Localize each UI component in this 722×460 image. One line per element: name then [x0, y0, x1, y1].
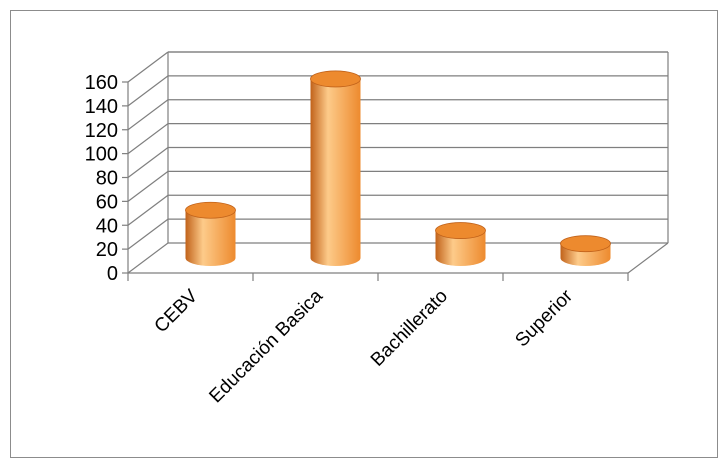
gridlines	[127, 51, 668, 274]
bar-body	[185, 210, 236, 266]
gridline-side	[127, 194, 169, 226]
floor-right-edge	[627, 242, 669, 274]
gridline-side	[127, 242, 169, 274]
gridline-side	[127, 99, 169, 131]
bar-top	[310, 70, 361, 88]
gridline-side	[127, 123, 169, 155]
category-label: CEBV	[151, 285, 203, 337]
bar	[435, 222, 486, 266]
bar-top	[185, 201, 236, 219]
chart-frame: 0 20 40 60 80 100 120 140 160 CEBV Educación Basi…	[10, 10, 718, 458]
bar	[310, 70, 361, 266]
y-tick-label: 60	[96, 191, 118, 213]
gridline-side	[127, 170, 169, 202]
category-label: Superior	[511, 285, 577, 351]
y-tick-label: 80	[96, 168, 118, 190]
y-tick-label: 160	[85, 72, 118, 94]
gridline-side	[127, 218, 169, 250]
x-axis-labels: CEBV Educación Basica Bachillerato Superior	[151, 285, 578, 407]
y-tick-label: 20	[96, 239, 118, 261]
y-tick-label: 120	[85, 120, 118, 142]
gridline-side	[127, 51, 169, 83]
bar-body	[435, 230, 486, 266]
bar	[560, 235, 611, 266]
category-label: Educación Basica	[205, 285, 327, 407]
y-tick-label: 140	[85, 96, 118, 118]
y-tick-label: 0	[107, 263, 118, 285]
bars	[185, 70, 611, 266]
y-tick-label: 100	[85, 144, 118, 166]
gridline-side	[127, 147, 169, 178]
gridline-side	[127, 75, 169, 107]
bar-top	[560, 235, 611, 253]
bar-top	[435, 222, 486, 239]
category-label: Bachillerato	[367, 286, 452, 371]
bar-body	[310, 78, 361, 266]
y-tick-label: 40	[96, 215, 118, 237]
bar	[185, 201, 236, 266]
